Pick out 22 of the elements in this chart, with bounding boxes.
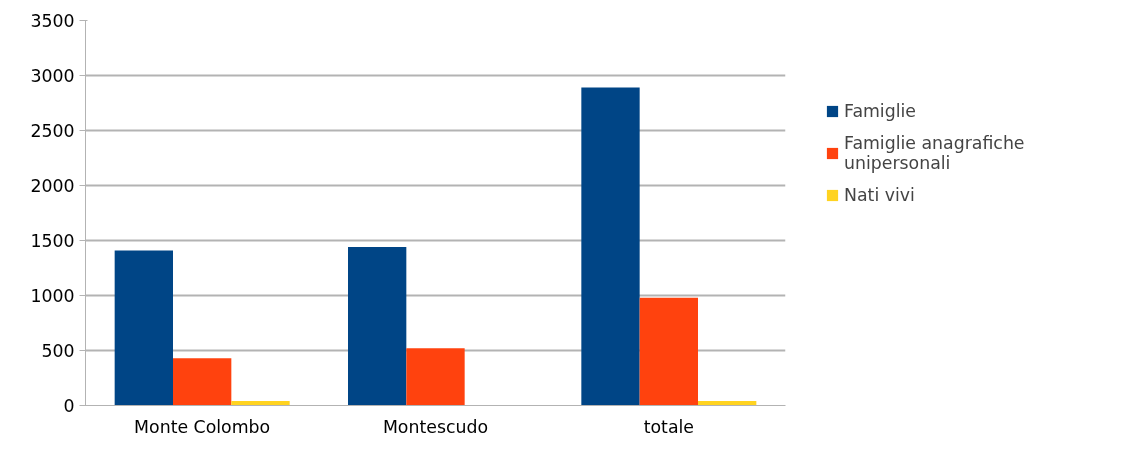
bar <box>348 247 407 406</box>
bar <box>639 297 698 406</box>
bar <box>406 348 465 406</box>
bar <box>581 87 640 406</box>
legend-label: Famiglie <box>844 101 916 121</box>
bar <box>698 401 757 406</box>
y-tick-label: 1500 <box>30 231 75 251</box>
bar <box>173 358 232 406</box>
y-tick-label: 500 <box>41 341 75 361</box>
y-tick-label: 1000 <box>30 286 75 306</box>
y-tick-label: 0 <box>63 396 75 416</box>
legend-label: Nati vivi <box>844 185 915 205</box>
x-tick-label: Monte Colombo <box>134 416 271 437</box>
legend-label: Famiglie anagrafiche unipersonali <box>844 133 1025 173</box>
y-tick-label: 3500 <box>30 11 75 31</box>
x-tick-label: totale <box>643 416 694 437</box>
bar <box>114 250 173 406</box>
y-tick-label: 2000 <box>30 176 75 196</box>
x-tick-label: Montescudo <box>382 416 489 437</box>
bar <box>231 401 290 406</box>
y-tick-label: 3000 <box>30 66 75 86</box>
y-tick-label: 2500 <box>30 121 75 141</box>
